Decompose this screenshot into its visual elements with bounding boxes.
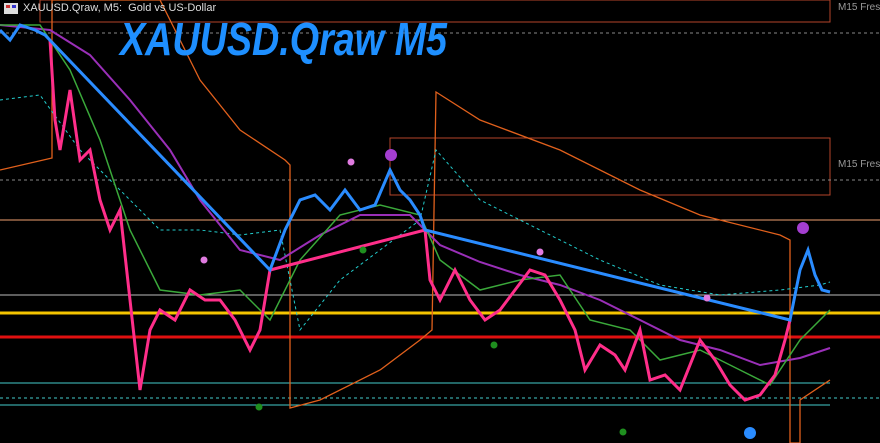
signal-dot <box>385 149 397 161</box>
window-icon <box>12 5 16 8</box>
signal-dot <box>490 341 498 349</box>
zone-box <box>389 137 831 196</box>
signal-dot <box>255 403 263 411</box>
price-candles <box>48 39 792 402</box>
signal-dot <box>797 222 809 234</box>
zone-label: M15 Fres <box>838 159 880 170</box>
signal-dot <box>744 427 756 439</box>
window-icon <box>6 5 10 8</box>
signal-dot <box>347 158 355 166</box>
signal-dot <box>359 246 367 254</box>
band-line <box>0 94 831 332</box>
signal-dot <box>200 256 208 264</box>
envelope <box>0 0 831 443</box>
zone-label: M15 Fres <box>838 2 880 13</box>
signal-dot <box>619 428 627 436</box>
window-icon <box>4 3 18 14</box>
signal-dot <box>536 248 544 256</box>
signal-dot <box>703 294 711 302</box>
zone-box <box>39 0 831 23</box>
price-candles <box>0 23 831 322</box>
window-title: XAUUSD.Qraw, M5: Gold vs US-Dollar <box>23 2 217 14</box>
symbol-label: XAUUSD.Qraw M5 <box>120 13 447 65</box>
